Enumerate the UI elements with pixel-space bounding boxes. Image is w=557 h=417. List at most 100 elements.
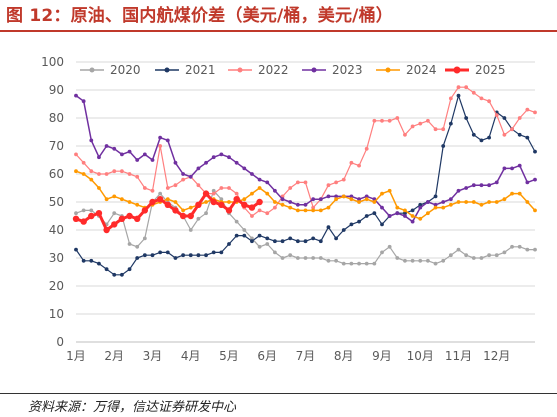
point-2025: [103, 226, 110, 234]
point-2025: [241, 201, 248, 208]
point-2024: [181, 208, 186, 213]
point-2025: [218, 201, 225, 208]
point-2020: [219, 197, 224, 202]
point-2021: [219, 250, 224, 255]
point-2021: [295, 239, 300, 244]
point-2020: [456, 247, 461, 252]
source-rule: [0, 393, 557, 394]
point-2021: [188, 253, 193, 258]
point-2022: [127, 172, 132, 176]
point-2024: [318, 208, 323, 213]
x-tick-label-6: 6月: [257, 349, 277, 363]
point-2020: [188, 228, 193, 232]
legend: 2020 2021 2022 2023 2024 2025: [80, 63, 506, 77]
point-2022: [380, 118, 384, 123]
source-note: 资料来源：万得，信达证券研发中心: [28, 400, 237, 415]
legend-marker-2023: [311, 67, 317, 73]
point-2021: [257, 233, 262, 238]
line-2022: [75, 86, 536, 217]
point-2022: [104, 172, 109, 176]
series-2020: [74, 188, 537, 266]
point-2023: [418, 205, 423, 210]
series-lines: [72, 85, 537, 277]
point-2020: [487, 253, 491, 258]
point-2021: [502, 116, 507, 120]
point-2024: [525, 200, 530, 204]
point-2022: [173, 183, 178, 188]
point-2024: [273, 200, 277, 204]
point-2025: [134, 215, 141, 222]
point-2022: [372, 118, 377, 123]
point-2020: [280, 256, 285, 260]
point-2022: [303, 180, 308, 185]
point-2021: [334, 236, 338, 241]
point-2020: [142, 236, 147, 241]
point-2022: [142, 186, 147, 190]
point-2021: [456, 93, 461, 98]
point-2024: [479, 202, 484, 207]
point-2024: [334, 197, 338, 202]
point-2020: [295, 256, 300, 260]
point-2023: [89, 138, 94, 143]
point-2024: [341, 194, 346, 199]
point-2023: [127, 149, 132, 154]
point-2025: [126, 212, 133, 220]
point-2024: [112, 194, 117, 199]
point-2021: [372, 211, 377, 216]
point-2020: [326, 258, 331, 263]
legend-label-2022: 2022: [258, 63, 289, 77]
point-2023: [219, 152, 224, 157]
point-2021: [112, 272, 117, 277]
point-2024: [295, 208, 300, 213]
title-rule: [0, 30, 557, 32]
point-2022: [334, 180, 338, 185]
y-tick-label-40: 40: [49, 223, 64, 237]
point-2022: [433, 127, 438, 132]
point-2025: [210, 198, 217, 206]
point-2022: [464, 85, 469, 90]
point-2024: [303, 208, 308, 213]
point-2024: [403, 208, 407, 213]
point-2022: [471, 90, 476, 95]
point-2024: [250, 191, 254, 196]
point-2023: [142, 152, 147, 157]
point-2020: [349, 261, 354, 266]
point-2025: [72, 215, 80, 222]
point-2023: [487, 183, 491, 188]
point-2022: [165, 186, 170, 190]
figure-title: 图 12：原油、国内航煤价差（美元/桶，美元/桶）: [6, 6, 393, 26]
point-2020: [74, 211, 78, 216]
point-2024: [418, 216, 423, 221]
point-2022: [426, 118, 430, 123]
point-2022: [265, 211, 270, 216]
point-2023: [257, 177, 262, 182]
point-2023: [311, 197, 316, 202]
point-2020: [448, 253, 453, 258]
point-2023: [112, 146, 117, 151]
legend-item-2020: 2020: [80, 63, 141, 77]
point-2024: [426, 211, 430, 216]
point-2023: [471, 183, 476, 188]
point-2022: [227, 186, 231, 190]
point-2023: [188, 174, 193, 179]
point-2024: [510, 191, 514, 196]
point-2022: [395, 116, 400, 120]
point-2023: [502, 166, 507, 171]
point-2020: [211, 188, 216, 193]
point-2022: [181, 177, 186, 182]
point-2020: [357, 261, 361, 266]
point-2020: [288, 253, 293, 258]
point-2021: [464, 116, 469, 120]
point-2021: [479, 138, 484, 143]
point-2020: [479, 256, 484, 260]
point-2023: [433, 202, 438, 207]
point-2021: [181, 253, 186, 258]
y-tick-label-10: 10: [49, 307, 64, 321]
point-2024: [448, 202, 453, 207]
point-2020: [410, 258, 415, 263]
point-2024: [288, 205, 293, 210]
point-2023: [135, 158, 140, 162]
point-2021: [364, 214, 369, 218]
point-2023: [104, 144, 109, 148]
point-2021: [242, 233, 247, 238]
